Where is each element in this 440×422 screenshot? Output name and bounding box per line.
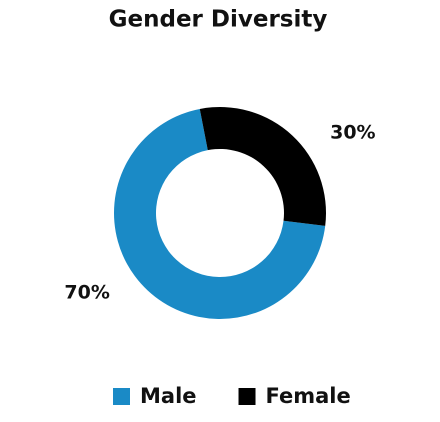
legend-swatch	[113, 388, 130, 405]
legend-swatch	[238, 388, 256, 405]
chart-title: Gender Diversity	[109, 7, 328, 33]
slice	[114, 108, 326, 320]
slice	[199, 107, 326, 226]
data-label: 30%	[330, 122, 375, 144]
data-label: 70%	[64, 281, 109, 303]
legend-label: Male	[140, 384, 197, 408]
legend-label: Female	[266, 384, 351, 408]
